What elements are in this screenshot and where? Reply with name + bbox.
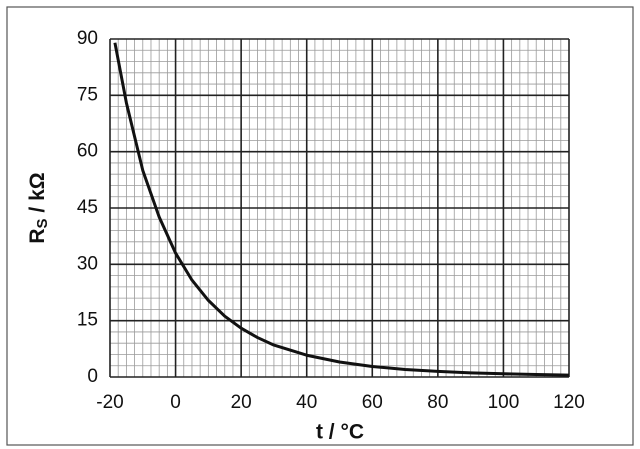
x-axis-label: t / °C <box>316 421 364 444</box>
frame <box>6 6 634 446</box>
x-tick-label: 0 <box>170 392 181 413</box>
x-tick-label: 120 <box>553 392 585 413</box>
x-tick-label: -20 <box>96 392 123 413</box>
x-tick-label: 80 <box>427 392 448 413</box>
y-tick-label: 15 <box>77 310 98 331</box>
x-tick-label: 60 <box>362 392 383 413</box>
y-label-main: R <box>26 228 49 243</box>
y-tick-label: 0 <box>87 366 98 387</box>
y-tick-label: 75 <box>77 84 98 105</box>
data-line <box>113 42 570 377</box>
x-tick-label: 100 <box>488 392 520 413</box>
x-tick-label: 20 <box>231 392 252 413</box>
y-label-rest: / kΩ <box>26 172 49 218</box>
y-axis-label: RS / kΩ <box>26 172 51 243</box>
y-tick-label: 45 <box>77 197 98 218</box>
y-tick-label: 60 <box>77 141 98 162</box>
y-label-sub: S <box>34 218 51 228</box>
y-tick-label: 90 <box>77 28 98 49</box>
y-tick-label: 30 <box>77 253 98 274</box>
x-tick-label: 40 <box>296 392 317 413</box>
